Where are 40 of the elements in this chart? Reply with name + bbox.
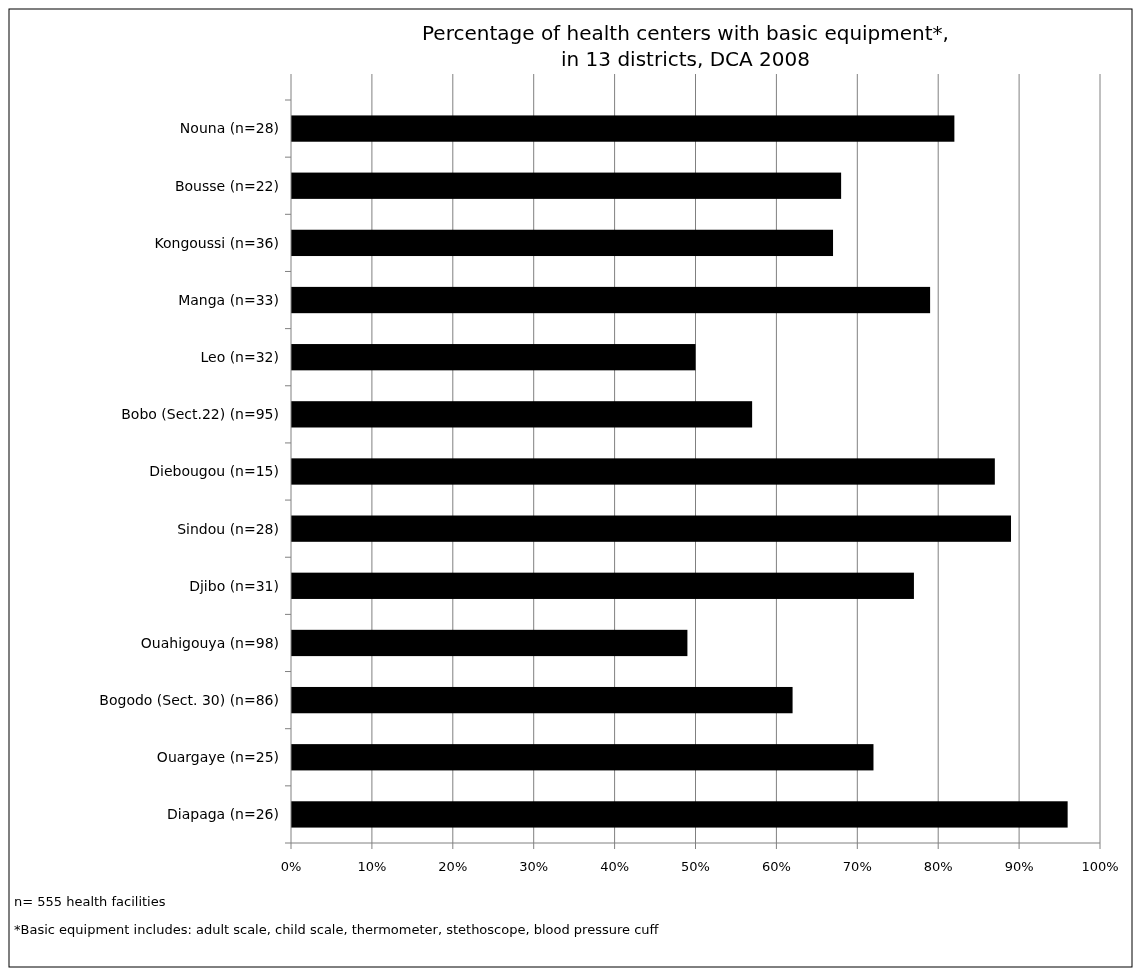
bar [291, 686, 793, 714]
bar [291, 458, 995, 485]
bar [291, 115, 955, 142]
x-tick-label: 0% [280, 859, 302, 874]
bar [291, 629, 688, 657]
x-tick-label: 20% [438, 859, 468, 874]
x-tick-label: 80% [923, 859, 953, 874]
y-tick-label: Djibo (n=31) [189, 577, 279, 594]
bar [291, 801, 1068, 828]
bar [291, 286, 931, 314]
chart-title: Percentage of health centers with basic equipment*, in 13 districts, DCA 2008 [422, 21, 949, 71]
bar [291, 229, 834, 257]
y-tick-label: Bobo (Sect.22) (n=95) [121, 406, 279, 423]
y-tick-label: Bogodo (Sect. 30) (n=86) [99, 692, 279, 709]
y-tick-label: Leo (n=32) [200, 349, 279, 366]
x-tick-label: 10% [357, 859, 387, 874]
y-tick-label: Diebougou (n=15) [149, 463, 279, 480]
bar [291, 515, 1012, 542]
bar [291, 172, 842, 199]
y-tick-label: Sindou (n=28) [177, 520, 279, 537]
x-tick-label: 100% [1081, 859, 1119, 874]
y-tick-label: Nouna (n=28) [179, 120, 279, 137]
y-tick-label: Kongoussi (n=36) [154, 234, 279, 251]
text: *Basic equipment includes: adult scale, child scale, thermometer, stethoscope, blood pressure cuff [14, 922, 660, 937]
x-tick-label: 60% [761, 859, 791, 874]
x-tick-label: 70% [842, 859, 872, 874]
text: n= 555 health facilities [14, 894, 166, 909]
bar [291, 572, 914, 599]
y-tick-label: Diapaga (n=26) [167, 806, 279, 823]
bar [291, 401, 753, 428]
x-tick-label: 30% [519, 859, 549, 874]
x-tick-label: 50% [681, 859, 710, 874]
y-tick-label: Bousse (n=22) [174, 177, 279, 194]
bar [291, 344, 696, 371]
bar [291, 744, 874, 771]
y-tick-label: Manga (n=33) [178, 291, 279, 308]
x-tick-label: 90% [1004, 859, 1034, 874]
y-tick-label: Ouargaye (n=25) [156, 749, 279, 766]
y-tick-label: Ouahigouya (n=98) [140, 634, 279, 651]
x-tick-label: 40% [600, 859, 630, 874]
